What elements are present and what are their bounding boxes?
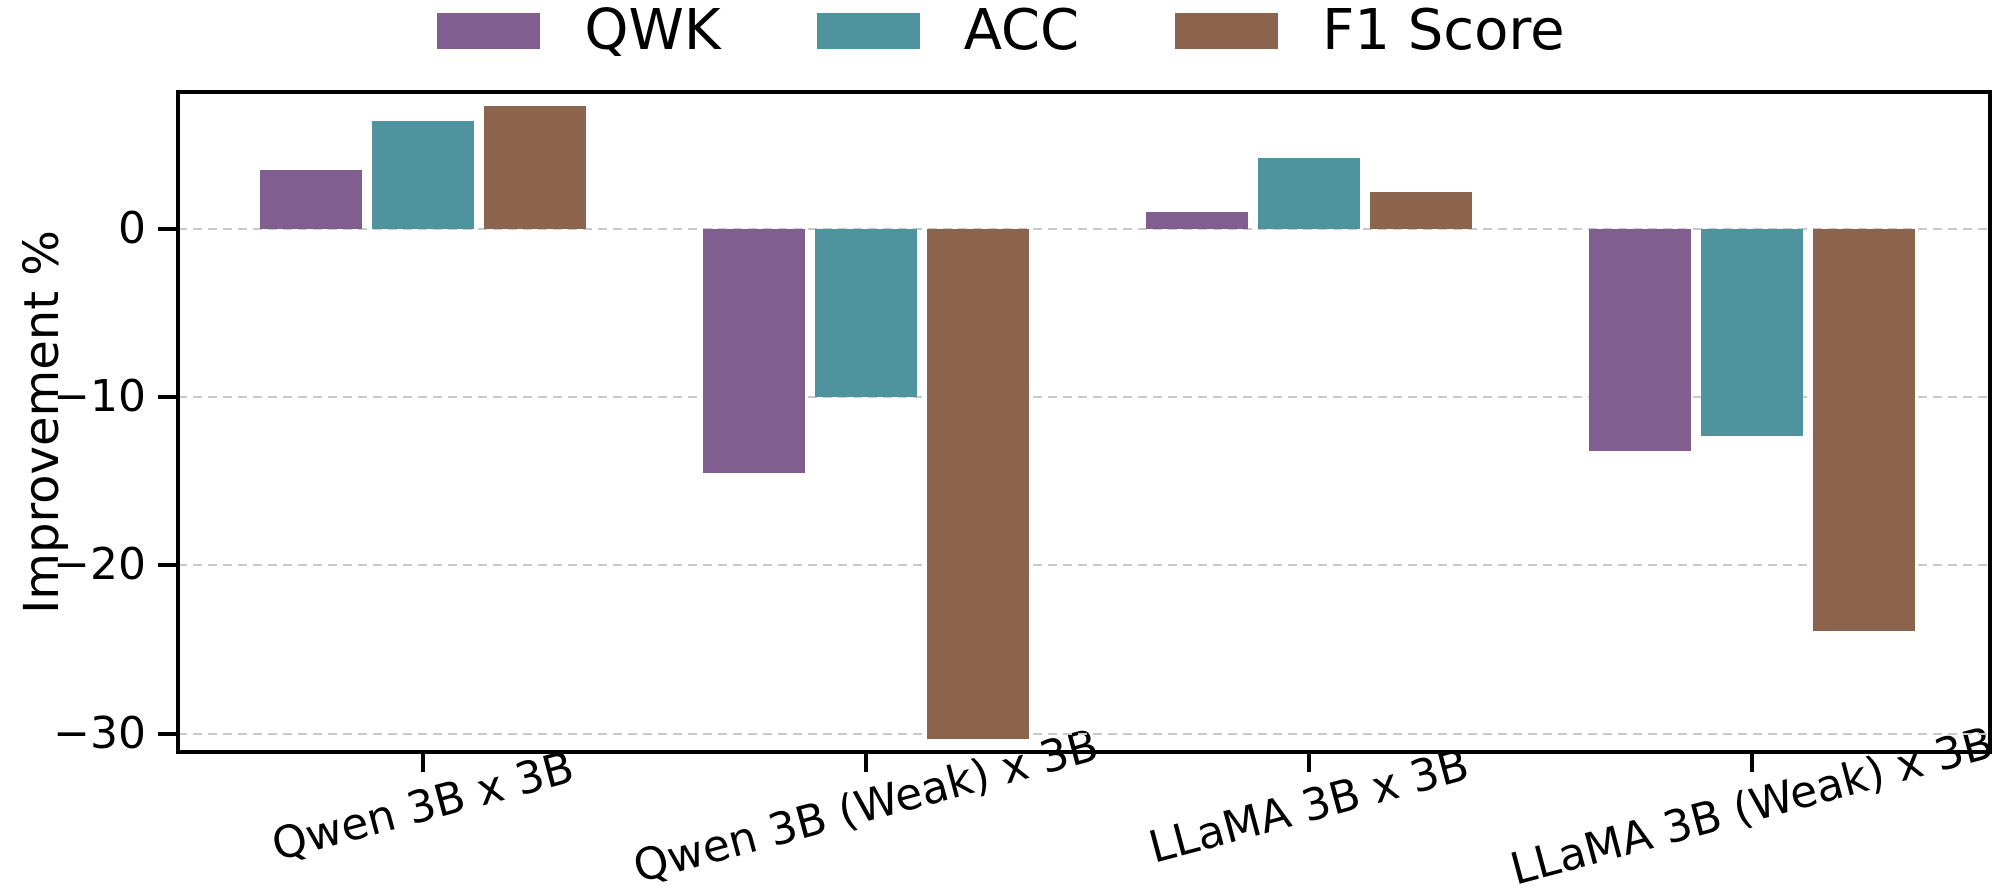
- legend-swatch-acc: [816, 13, 920, 49]
- y-gridline: [178, 564, 1990, 567]
- bar-qwk-group3: [1146, 212, 1249, 230]
- bar-f1-score-group2: [927, 229, 1030, 739]
- bar-qwk-group4: [1589, 229, 1692, 451]
- x-tick-label-4: LLaMA 3B (Weak) x 3B: [1505, 717, 1999, 896]
- x-tick-mark: [420, 752, 425, 772]
- legend-label: ACC: [963, 0, 1080, 63]
- y-tick-mark: [158, 563, 178, 568]
- y-gridline: [178, 732, 1990, 735]
- bar-f1-score-group1: [483, 106, 586, 230]
- x-tick-label-2: Qwen 3B (Weak) x 3B: [628, 719, 1104, 894]
- bar-acc-group4: [1701, 229, 1804, 436]
- y-tick-label: −10: [53, 371, 146, 423]
- legend-item-qwk: QWK: [437, 0, 721, 63]
- y-tick-mark: [158, 731, 178, 736]
- bar-qwk-group1: [259, 170, 362, 230]
- y-gridline: [178, 396, 1990, 399]
- legend-label: QWK: [584, 0, 721, 63]
- x-tick-mark: [1307, 752, 1312, 772]
- bar-acc-group1: [371, 121, 474, 230]
- y-tick-mark: [158, 227, 178, 232]
- y-tick-label: −20: [53, 539, 146, 591]
- y-gridline: [178, 228, 1990, 231]
- bar-f1-score-group3: [1370, 192, 1473, 230]
- bar-acc-group2: [815, 229, 918, 398]
- legend-item-f1-score: F1 Score: [1175, 0, 1565, 63]
- legend-swatch-f1-score: [1175, 13, 1279, 49]
- legend-item-acc: ACC: [816, 0, 1080, 63]
- y-tick-mark: [158, 395, 178, 400]
- bar-f1-score-group4: [1813, 229, 1916, 631]
- legend-label: F1 Score: [1322, 0, 1565, 63]
- x-tick-mark: [864, 752, 869, 772]
- legend: QWK ACC F1 Score: [0, 0, 2002, 62]
- bar-qwk-group2: [703, 229, 806, 473]
- y-tick-label: −30: [53, 707, 146, 759]
- legend-swatch-qwk: [437, 13, 541, 49]
- bar-acc-group3: [1258, 158, 1361, 230]
- x-tick-mark: [1750, 752, 1755, 772]
- y-tick-label: 0: [118, 203, 146, 255]
